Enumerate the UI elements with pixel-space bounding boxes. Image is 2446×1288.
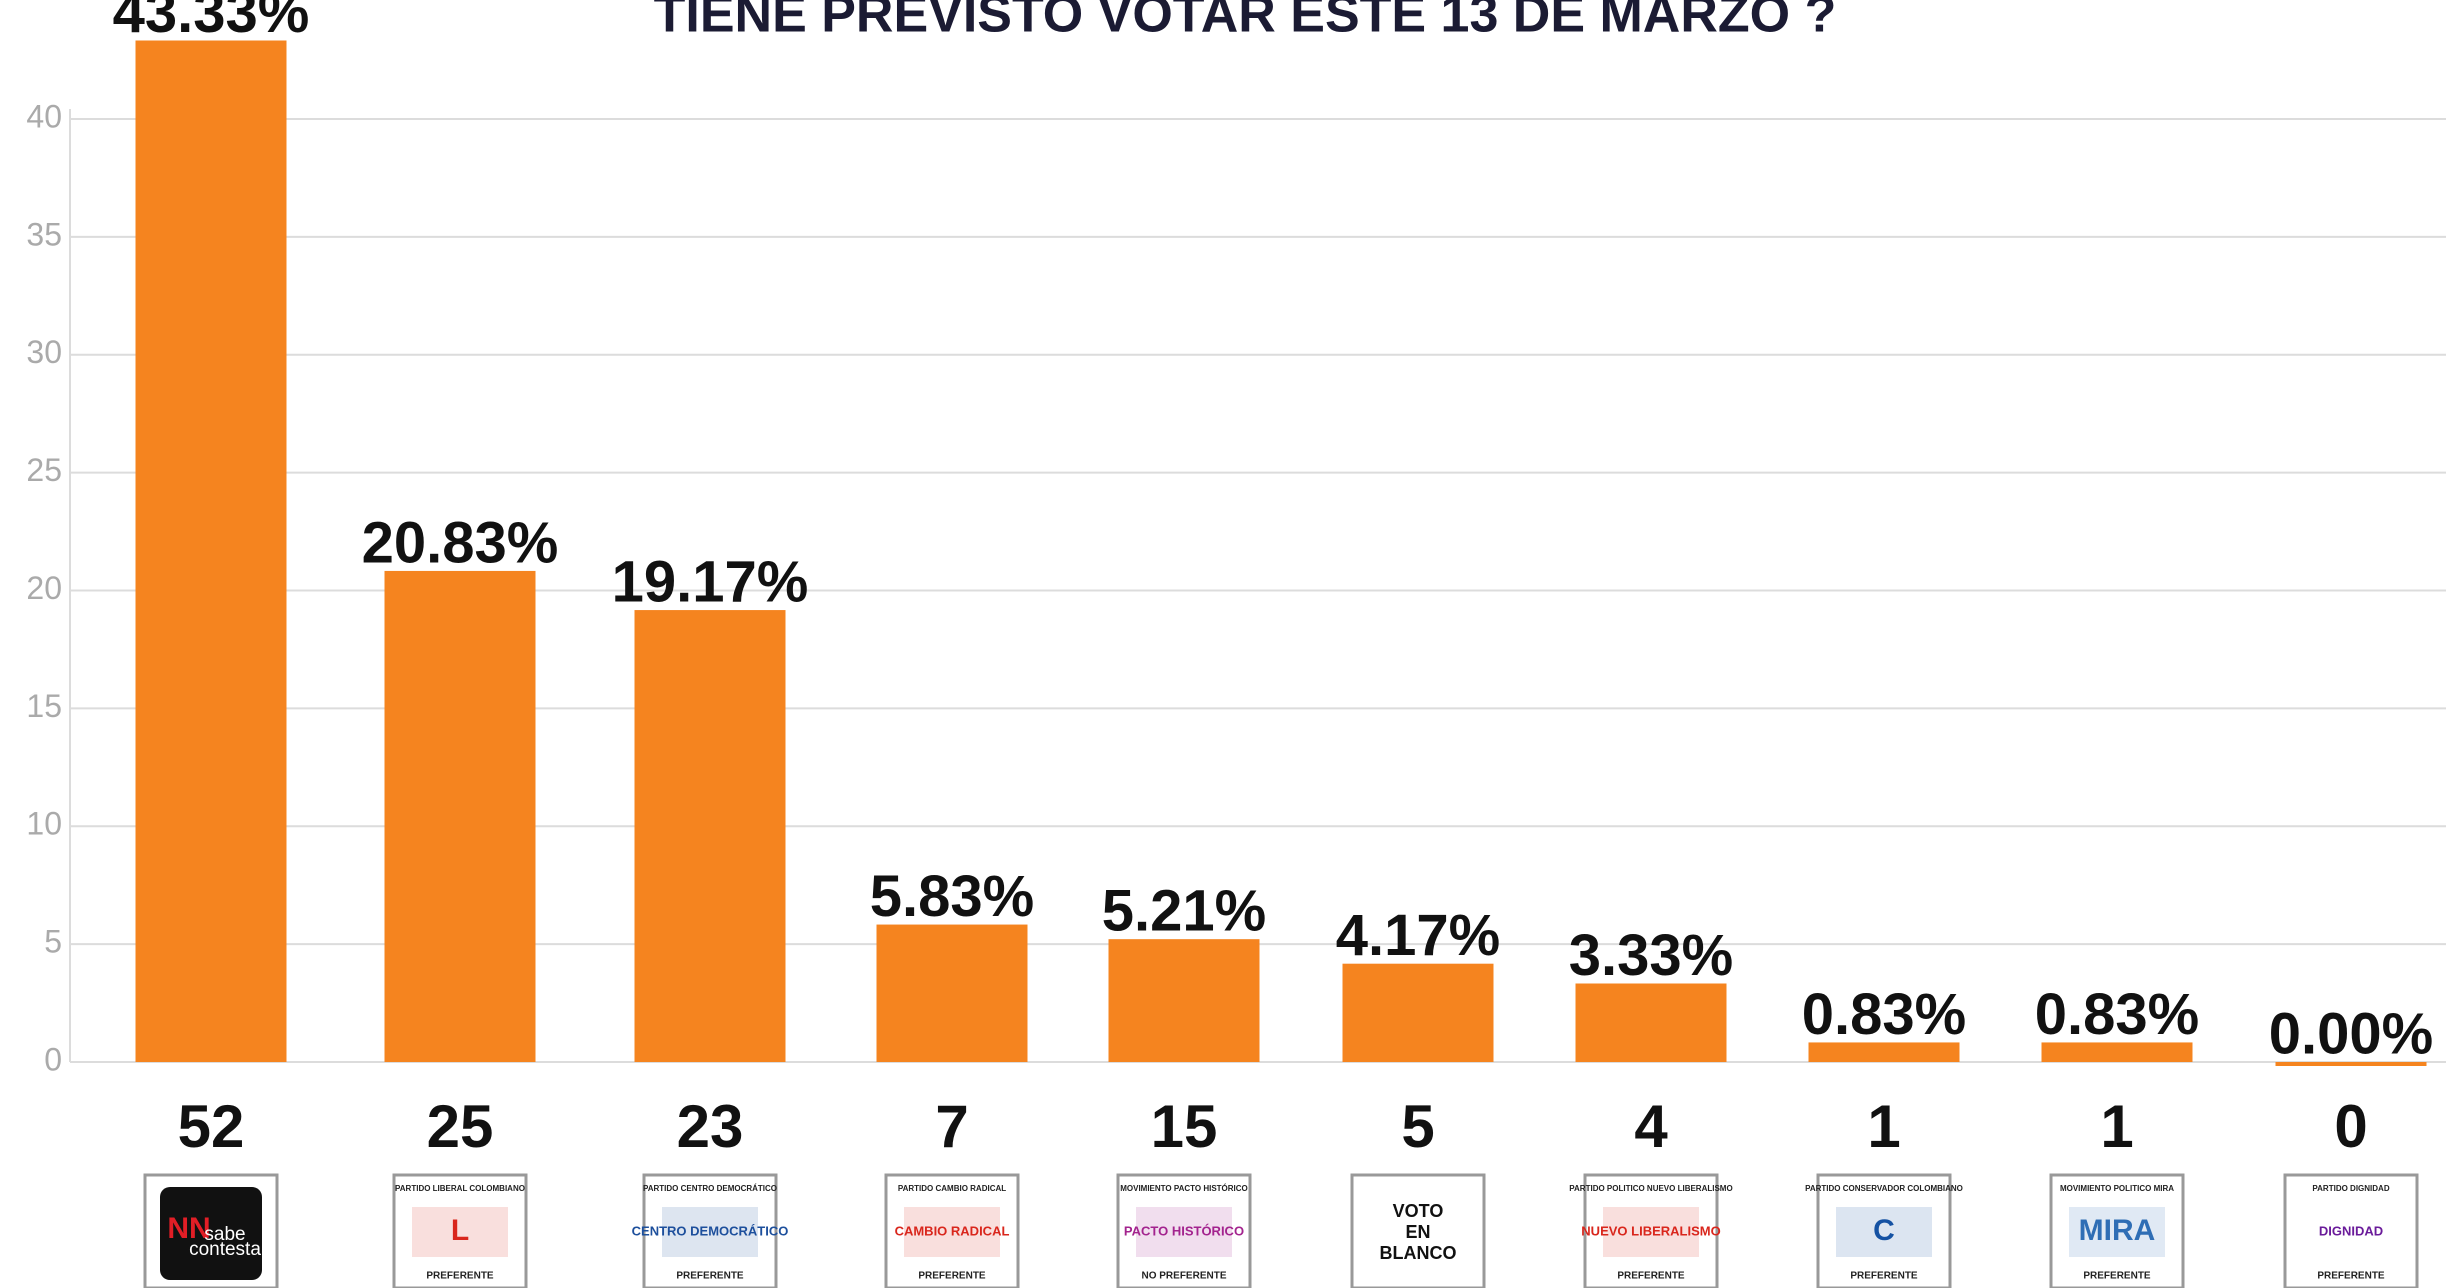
count-label: 1 [2100,1093,2133,1160]
bar [384,570,536,1062]
value-label: 43.33% [113,0,310,45]
logo-emblem [2303,1207,2399,1257]
logo-emblem [904,1207,1000,1257]
logo-name: NUEVO LIBERALISMO [1581,1223,1720,1238]
logo-bottom: PREFERENTE [1850,1271,1918,1282]
bar [135,40,287,1063]
logo-box [1583,1173,1719,1288]
logo-name: CAMBIO RADICAL [895,1223,1010,1238]
value-label: 0.83% [2035,982,2199,1047]
bar [876,924,1028,1062]
logo-text: sabe [204,1224,245,1245]
value-label: 5.21% [1102,879,1266,944]
value-label: 5.83% [870,864,1034,929]
y-tick-label: 35 [26,216,62,252]
value-label: 4.17% [1336,903,1500,968]
logo-name: PACTO HISTÓRICO [1124,1223,1244,1238]
logo-bottom: PREFERENTE [1617,1271,1685,1282]
logo-name: C [1873,1214,1895,1247]
y-tick-label: 10 [26,806,62,842]
logo-text: EN [1405,1222,1430,1242]
y-tick-label: 0 [44,1041,62,1077]
logo-text: NN [167,1212,210,1245]
logo-box [1350,1173,1486,1288]
count-label: 0 [2334,1093,2367,1160]
logo-bottom: PREFERENTE [918,1271,986,1282]
logo-emblem [662,1207,758,1257]
logo-emblem [412,1207,508,1257]
logo-top: MOVIMIENTO POLITICO MIRA [2060,1184,2174,1193]
y-tick-label: 40 [26,98,62,134]
count-label: 23 [677,1093,744,1160]
logo-bottom: PREFERENTE [426,1271,494,1282]
logo-top: PARTIDO CONSERVADOR COLOMBIANO [1805,1184,1963,1193]
bar [1108,939,1260,1062]
logo-text: VOTO [1393,1201,1444,1221]
logo-text: BLANCO [1380,1243,1457,1263]
logo-box [1116,1173,1252,1288]
chart-title: TIENE PREVISTO VOTAR ESTE 13 DE MARZO ? [654,0,1837,44]
logo-name: DIGNIDAD [2319,1223,2383,1238]
logo-top: PARTIDO CENTRO DEMOCRÁTICO [643,1184,777,1193]
y-tick-label: 5 [44,924,62,960]
logo-box [2049,1173,2185,1288]
count-label: 1 [1867,1093,1900,1160]
logo-bottom: PREFERENTE [676,1271,744,1282]
bar [634,610,786,1062]
logo-box [392,1173,528,1288]
logo-name: L [451,1214,469,1247]
value-label: 20.83% [362,510,559,575]
logo-name: CENTRO DEMOCRÁTICO [632,1223,789,1238]
logo-top: PARTIDO DIGNIDAD [2312,1184,2389,1193]
count-label: 5 [1401,1093,1434,1160]
value-label: 0.00% [2269,1001,2433,1066]
logo-bottom: PREFERENTE [2083,1271,2151,1282]
y-tick-label: 25 [26,452,62,488]
logo-emblem [1136,1207,1232,1257]
logo-top: PARTIDO CAMBIO RADICAL [898,1184,1006,1193]
count-label: 52 [178,1093,245,1160]
y-tick-label: 15 [26,688,62,724]
logo-box [1816,1173,1952,1288]
bar [1575,983,1727,1062]
bar [2041,1042,2193,1062]
y-tick-label: 20 [26,570,62,606]
logo-name: MIRA [2079,1214,2156,1247]
logo-box [642,1173,778,1288]
logo-emblem [2069,1207,2165,1257]
bar [2275,1062,2427,1066]
count-label: 7 [935,1093,968,1160]
logo-emblem [1603,1207,1699,1257]
logo-top: MOVIMIENTO PACTO HISTÓRICO [1120,1184,1248,1193]
logo-top: PARTIDO POLITICO NUEVO LIBERALISMO [1569,1184,1732,1193]
logo-bottom: NO PREFERENTE [1141,1271,1226,1282]
logo-text: contesta [189,1239,261,1260]
count-label: 4 [1634,1093,1668,1160]
logo-bg [160,1187,262,1280]
logo-emblem [1836,1207,1932,1257]
y-tick-label: 30 [26,334,62,370]
bar [1342,963,1494,1062]
logo-box [2283,1173,2419,1288]
value-label: 3.33% [1569,923,1733,988]
logo-box [884,1173,1020,1288]
count-label: 25 [427,1093,494,1160]
value-label: 19.17% [612,549,809,614]
count-label: 15 [1151,1093,1218,1160]
value-label: 0.83% [1802,982,1966,1047]
logo-top: PARTIDO LIBERAL COLOMBIANO [395,1184,525,1193]
logo-bottom: PREFERENTE [2317,1271,2385,1282]
bar [1808,1042,1960,1062]
